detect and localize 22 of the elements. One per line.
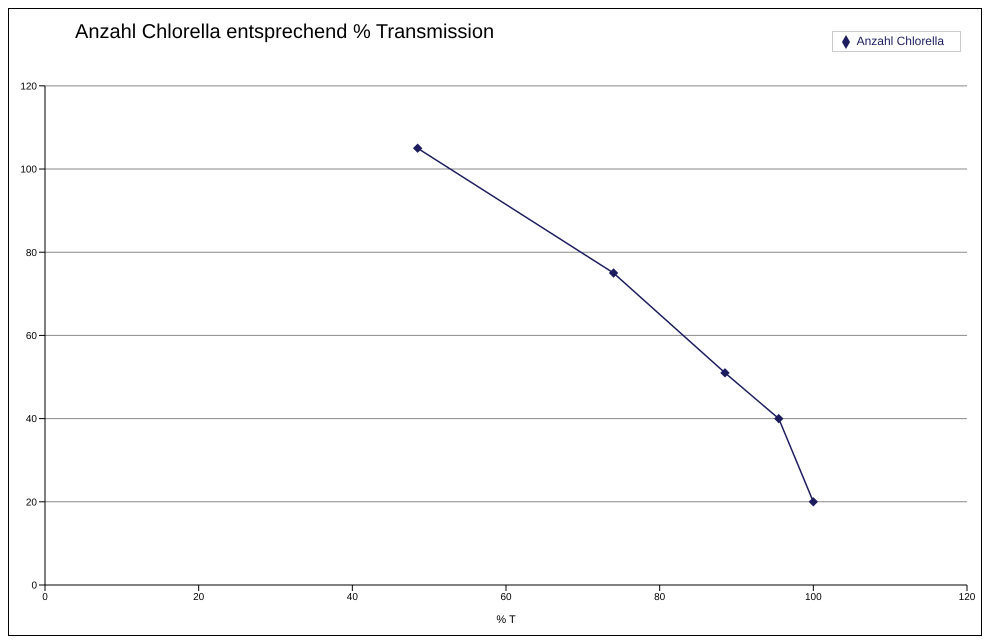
y-tick-label: 20 xyxy=(26,497,38,508)
x-tick-label: 120 xyxy=(958,592,976,604)
y-tick-label: 60 xyxy=(26,330,38,342)
point xyxy=(609,268,618,278)
x-tick-label: 0 xyxy=(42,592,48,604)
x-tick-label: 60 xyxy=(500,592,512,604)
point xyxy=(808,497,818,506)
legend-label: Anzahl Chlorella xyxy=(856,34,944,48)
point xyxy=(413,144,422,153)
y-tick-label: 120 xyxy=(20,81,38,92)
x-tick-label: 100 xyxy=(804,592,822,604)
x-tick-label: 20 xyxy=(193,592,205,604)
x-tick-label: 40 xyxy=(346,592,358,604)
x-tick-label: 80 xyxy=(654,592,666,604)
point xyxy=(720,368,730,378)
x-axis-title: % T xyxy=(496,614,516,626)
point xyxy=(774,414,784,424)
y-tick-label: 0 xyxy=(31,580,38,592)
y-tick-label: 100 xyxy=(20,164,38,176)
y-tick-label: 40 xyxy=(26,414,38,426)
y-tick-label: 80 xyxy=(26,248,38,259)
chart-title: Anzahl Chlorella entsprechend % Transmission xyxy=(75,21,494,44)
